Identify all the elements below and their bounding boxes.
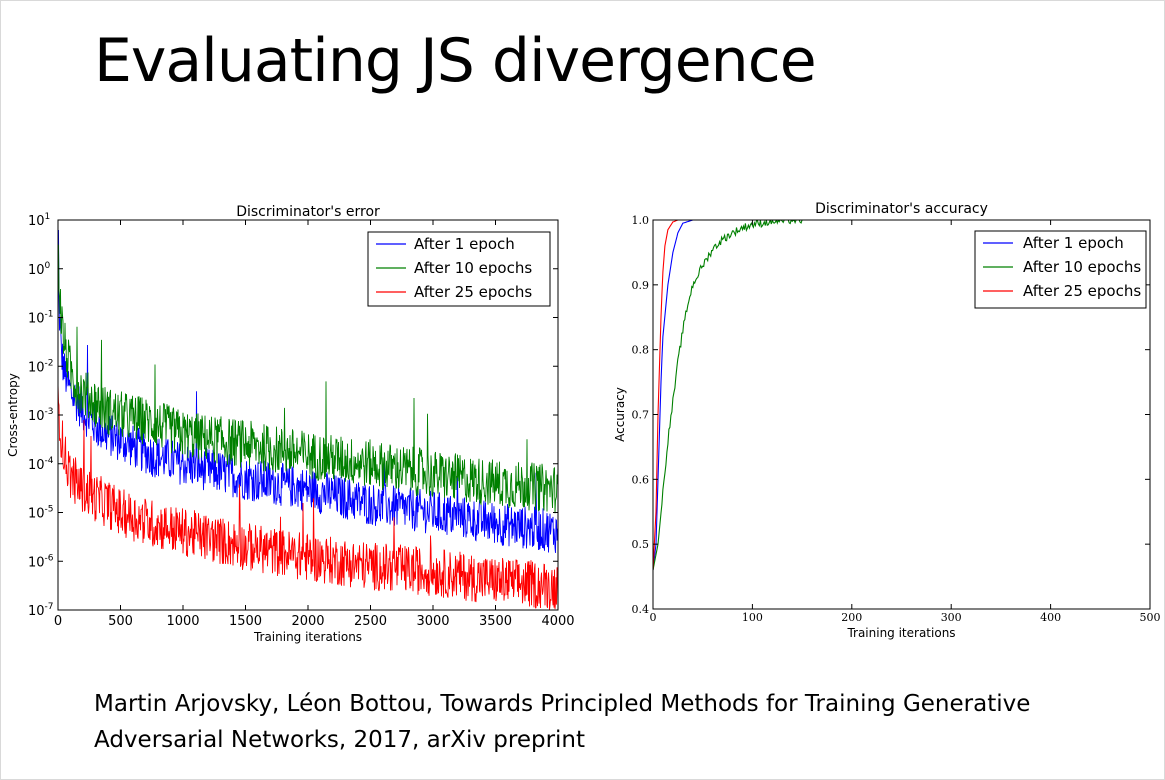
x-tick-label: 2000 xyxy=(291,614,324,629)
x-axis-label: Training iterations xyxy=(846,626,955,640)
y-tick-base: 10 xyxy=(28,458,45,473)
y-axis-label: Cross-entropy xyxy=(6,373,20,457)
y-tick-label: 0.9 xyxy=(632,279,650,292)
chart-title: Discriminator's accuracy xyxy=(815,201,988,217)
citation-line-1: Martin Arjovsky, Léon Bottou, Towards Pr… xyxy=(94,691,1031,717)
y-tick-base: 10 xyxy=(28,555,45,570)
x-tick-label: 300 xyxy=(941,611,962,624)
x-tick-label: 400 xyxy=(1040,611,1061,624)
y-tick-exponent: -6 xyxy=(45,553,54,563)
y-tick-exponent: -2 xyxy=(45,358,54,368)
legend-box xyxy=(974,230,1147,309)
y-tick-exponent: 1 xyxy=(45,212,51,222)
y-tick-label: 100 xyxy=(28,261,51,278)
x-tick-label: 2500 xyxy=(354,614,387,629)
y-tick-exponent: -4 xyxy=(45,456,54,466)
y-tick-label: 0.6 xyxy=(632,473,650,486)
x-axis-label: Training iterations xyxy=(253,630,362,644)
x-tick-label: 3000 xyxy=(416,614,449,629)
y-tick-label: 0.7 xyxy=(632,409,650,422)
series-line-after-10-epochs xyxy=(58,244,558,514)
legend-label: After 1 epoch xyxy=(1023,234,1124,252)
y-tick-label: 0.5 xyxy=(632,538,650,551)
y-tick-label: 10-1 xyxy=(28,310,54,327)
legend-label: After 1 epoch xyxy=(414,235,515,253)
y-tick-base: 10 xyxy=(28,409,45,424)
legend-label: After 25 epochs xyxy=(414,283,532,301)
y-tick-label: 10-7 xyxy=(28,602,54,619)
y-axis-label: Accuracy xyxy=(613,387,627,442)
legend-label: After 10 epochs xyxy=(1023,258,1141,276)
x-tick-label: 4000 xyxy=(541,614,574,629)
series-line-after-1-epoch xyxy=(58,229,558,553)
y-tick-base: 10 xyxy=(28,604,45,619)
x-tick-label: 1500 xyxy=(229,614,262,629)
series-line-after-25-epochs xyxy=(58,383,558,610)
y-tick-base: 10 xyxy=(28,507,45,522)
x-tick-label: 200 xyxy=(841,611,862,624)
y-tick-base: 10 xyxy=(28,360,45,375)
y-tick-base: 10 xyxy=(28,214,45,229)
x-tick-label: 100 xyxy=(742,611,763,624)
legend-label: After 25 epochs xyxy=(1023,282,1141,300)
y-tick-label: 101 xyxy=(28,212,50,229)
y-tick-base: 10 xyxy=(28,312,45,327)
y-tick-exponent: 0 xyxy=(45,261,51,271)
x-tick-label: 1000 xyxy=(166,614,199,629)
x-tick-label: 500 xyxy=(108,614,133,629)
y-tick-label: 10-3 xyxy=(28,407,54,424)
y-tick-label: 10-2 xyxy=(28,358,54,375)
x-tick-label: 0 xyxy=(54,614,62,629)
y-tick-label: 10-5 xyxy=(28,505,54,522)
citation: Martin Arjovsky, Léon Bottou, Towards Pr… xyxy=(94,686,1030,758)
series-line-after-10-epochs xyxy=(653,220,1150,571)
y-tick-base: 10 xyxy=(28,263,45,278)
y-tick-exponent: -3 xyxy=(45,407,54,417)
y-tick-exponent: -5 xyxy=(45,505,54,515)
chart-title: Discriminator's error xyxy=(236,204,380,220)
slide-title: Evaluating JS divergence xyxy=(94,26,817,96)
y-tick-label: 0.8 xyxy=(632,344,650,357)
y-tick-label: 1.0 xyxy=(632,214,650,227)
y-tick-label: 10-6 xyxy=(28,553,54,570)
legend-label: After 10 epochs xyxy=(414,259,532,277)
citation-line-2: Adversarial Networks, 2017, arXiv prepri… xyxy=(94,727,586,753)
x-tick-label: 0 xyxy=(650,611,657,624)
x-tick-label: 500 xyxy=(1140,611,1161,624)
y-tick-label: 10-4 xyxy=(28,456,54,473)
discriminator-accuracy-chart: Discriminator's accuracy 0 100 200 300 400 500… xyxy=(613,201,1161,640)
y-tick-exponent: -1 xyxy=(45,310,54,320)
y-tick-label: 0.4 xyxy=(632,603,650,616)
y-tick-exponent: -7 xyxy=(45,602,54,612)
x-tick-label: 3500 xyxy=(479,614,512,629)
